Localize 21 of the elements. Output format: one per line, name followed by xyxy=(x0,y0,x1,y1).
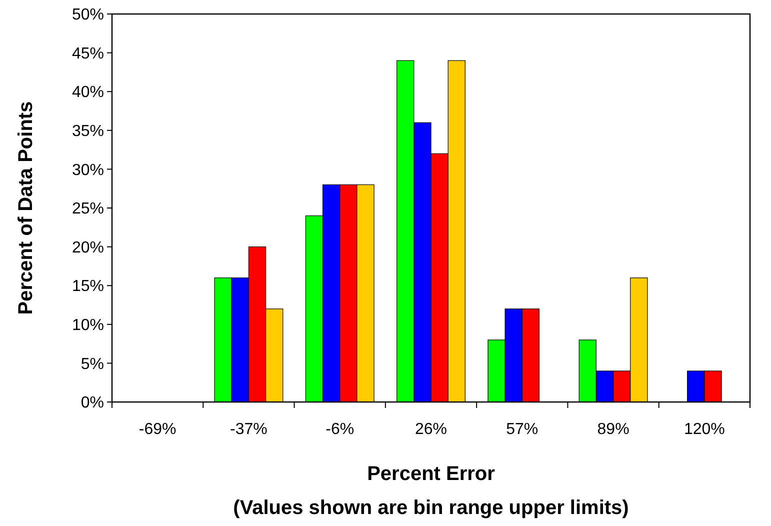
y-tick-label: 10% xyxy=(72,317,104,334)
y-tick-label: 25% xyxy=(72,200,104,218)
y-axis-title: Percent of Data Points xyxy=(15,101,37,315)
x-tick-label: 26% xyxy=(414,421,448,438)
x-tick-label: -37% xyxy=(230,421,268,438)
x-tick-label: -69% xyxy=(138,421,176,438)
x-tick-label: -6% xyxy=(326,421,354,438)
y-tick-label: 45% xyxy=(72,45,104,62)
y-tick-label: 40% xyxy=(72,84,104,102)
y-tick-label: 35% xyxy=(72,123,104,140)
x-tick-label: 57% xyxy=(506,421,538,438)
x-tick-label: 89% xyxy=(597,421,630,438)
y-tick-label: 15% xyxy=(72,278,104,296)
y-tick-label: 30% xyxy=(72,162,104,179)
y-tick-label: 20% xyxy=(72,239,104,256)
y-tick-label: 5% xyxy=(80,356,104,373)
y-tick-label: 0% xyxy=(80,394,104,412)
y-tick-label: 50% xyxy=(72,6,104,24)
x-tick-label: 120% xyxy=(684,421,725,438)
text: (Values shown are bin range upper limits) xyxy=(233,497,629,519)
x-axis-title: Percent Error xyxy=(367,463,496,485)
